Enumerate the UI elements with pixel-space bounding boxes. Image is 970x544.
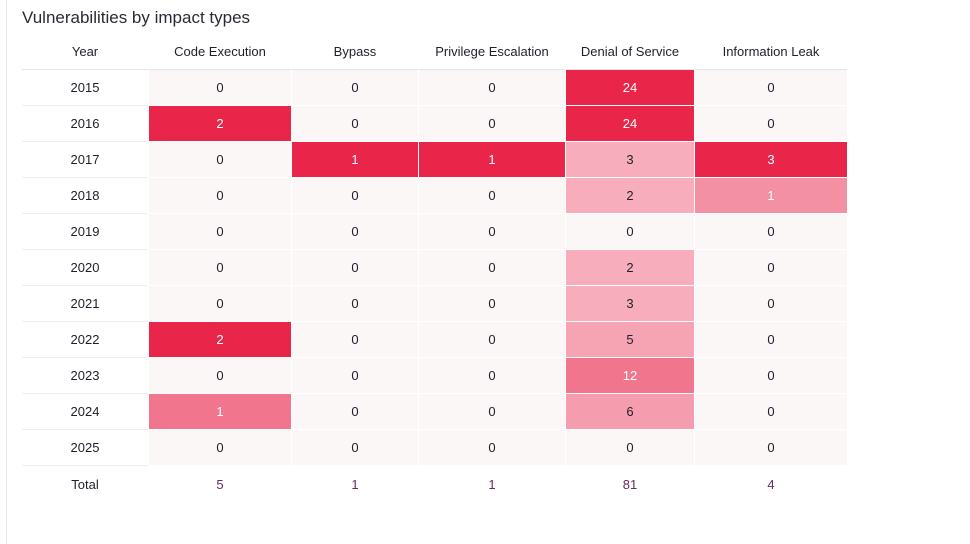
heatmap-cell: 0 <box>695 430 847 466</box>
heatmap-cell: 0 <box>292 430 418 466</box>
heatmap-cell: 1 <box>149 394 291 430</box>
column-total: 1 <box>488 476 496 492</box>
heatmap-cell: 0 <box>149 286 291 322</box>
heatmap-cell: 0 <box>149 178 291 214</box>
header-year: Year <box>22 34 148 70</box>
heatmap-cell: 2 <box>149 322 291 358</box>
column-total: 81 <box>622 476 638 492</box>
heatmap-cell: 0 <box>695 286 847 322</box>
row-label-year: 2022 <box>22 322 148 358</box>
heatmap-cell: 0 <box>292 394 418 430</box>
heatmap-cell: 0 <box>419 106 565 142</box>
heatmap-cell: 0 <box>292 70 418 106</box>
heatmap-cell: 0 <box>419 178 565 214</box>
heatmap-cell: 0 <box>149 214 291 250</box>
row-label-year: 2023 <box>22 358 148 394</box>
heatmap-cell: 0 <box>149 430 291 466</box>
heatmap-cell: 0 <box>419 250 565 286</box>
row-label-year: 2020 <box>22 250 148 286</box>
total-label: Total <box>71 476 99 492</box>
heatmap-cell: 0 <box>419 394 565 430</box>
heatmap-cell: 3 <box>566 142 694 178</box>
heatmap-cell: 0 <box>292 106 418 142</box>
heatmap-cell: 24 <box>566 106 694 142</box>
row-label-year: 2019 <box>22 214 148 250</box>
heatmap-cell: 0 <box>149 142 291 178</box>
heatmap-cell: 0 <box>419 70 565 106</box>
heatmap-cell: 12 <box>566 358 694 394</box>
heatmap-cell: 0 <box>695 70 847 106</box>
heatmap-cell: 0 <box>566 214 694 250</box>
heatmap-cell: 0 <box>292 286 418 322</box>
heatmap-cell: 0 <box>419 430 565 466</box>
heatmap-cell: 0 <box>292 214 418 250</box>
heatmap-cell: 1 <box>695 178 847 214</box>
row-label-year: 2024 <box>22 394 148 430</box>
heatmap-cell: 0 <box>695 322 847 358</box>
heatmap-cell: 0 <box>292 178 418 214</box>
heatmap-cell: 5 <box>566 322 694 358</box>
heatmap-cell: 0 <box>419 286 565 322</box>
heatmap-cell: 0 <box>695 394 847 430</box>
heatmap-cell: 0 <box>149 358 291 394</box>
column-header: Denial of Service <box>566 34 694 70</box>
heatmap-cell: 0 <box>292 322 418 358</box>
heatmap-cell: 0 <box>419 214 565 250</box>
heatmap-cell: 0 <box>566 430 694 466</box>
column-total: 5 <box>216 476 224 492</box>
heatmap-cell: 0 <box>149 250 291 286</box>
heatmap-cell: 24 <box>566 70 694 106</box>
row-label-year: 2017 <box>22 142 148 178</box>
row-label-year: 2016 <box>22 106 148 142</box>
column-header: Information Leak <box>695 34 847 70</box>
heatmap-cell: 2 <box>566 250 694 286</box>
panel-left-border <box>6 0 7 544</box>
row-label-year: 2015 <box>22 70 148 106</box>
row-label-year: 2018 <box>22 178 148 214</box>
row-label-year: 2021 <box>22 286 148 322</box>
heatmap-cell: 3 <box>695 142 847 178</box>
heatmap-cell: 0 <box>695 358 847 394</box>
column-total: 4 <box>767 476 775 492</box>
heatmap-cell: 2 <box>566 178 694 214</box>
heatmap-cell: 3 <box>566 286 694 322</box>
heatmap-cell: 0 <box>292 250 418 286</box>
heatmap-cell: 1 <box>419 142 565 178</box>
heatmap-cell: 0 <box>695 250 847 286</box>
column-header: Bypass <box>292 34 418 70</box>
heatmap-cell: 0 <box>292 358 418 394</box>
heatmap-cell: 6 <box>566 394 694 430</box>
heatmap-cell: 0 <box>695 106 847 142</box>
heatmap-cell: 0 <box>695 214 847 250</box>
column-header: Code Execution <box>149 34 291 70</box>
chart-title: Vulnerabilities by impact types <box>22 8 251 27</box>
column-header: Privilege Escalation <box>419 34 565 70</box>
heatmap-cell: 0 <box>419 358 565 394</box>
column-total: 1 <box>351 476 359 492</box>
heatmap-cell: 0 <box>419 322 565 358</box>
row-label-year: 2025 <box>22 430 148 466</box>
heatmap-cell: 0 <box>149 70 291 106</box>
heatmap-cell: 2 <box>149 106 291 142</box>
heatmap-table: Year Code Execution Bypass Privilege Escala… <box>22 34 847 502</box>
heatmap-cell: 1 <box>292 142 418 178</box>
